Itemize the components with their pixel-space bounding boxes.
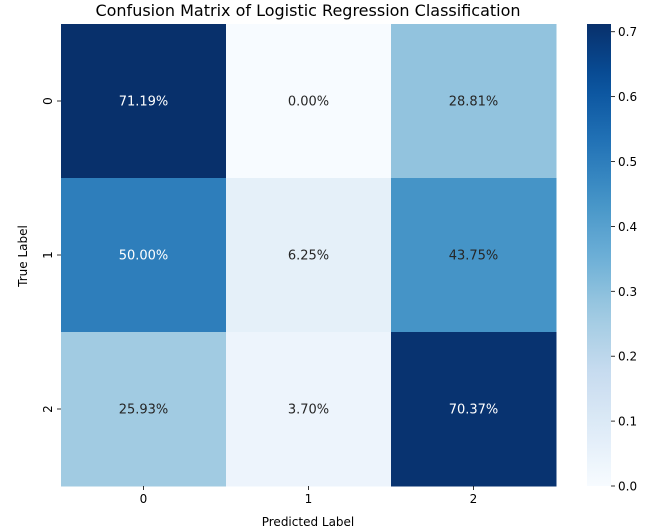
colorbar-tick-label: 0.5 (618, 155, 637, 169)
colorbar-tick-label: 0.6 (618, 90, 637, 104)
heatmap-cell (61, 332, 227, 487)
heatmap-cell (391, 24, 557, 179)
y-tick-label: 0 (41, 97, 55, 105)
y-tick-label: 2 (41, 405, 55, 413)
colorbar-tick-label: 0.1 (618, 415, 637, 429)
x-tick-label: 0 (140, 492, 148, 506)
x-tick-label: 2 (470, 492, 478, 506)
cell-annotation: 70.37% (449, 403, 499, 418)
cell-annotation: 25.93% (119, 403, 169, 418)
heatmap-cell (61, 24, 227, 179)
heatmap-cell (391, 332, 557, 487)
x-axis-ticks: 0 1 2 (140, 486, 478, 506)
x-axis-label: Predicted Label (262, 515, 355, 529)
heatmap-cell (226, 332, 392, 487)
y-axis-ticks: 0 1 2 (41, 97, 61, 413)
cell-annotation: 71.19% (119, 95, 169, 110)
heatmap-cell (226, 178, 392, 333)
colorbar-tick-label: 0.0 (618, 480, 637, 494)
y-axis-label: True Label (16, 225, 30, 288)
heatmap-cells: 71.19% 0.00% 28.81% 50.00% 6.25% 43.75% 25.93%… (61, 24, 557, 487)
x-tick-label: 1 (305, 492, 313, 506)
cell-annotation: 50.00% (119, 249, 169, 264)
colorbar-tick-label: 0.3 (618, 285, 637, 299)
heatmap-cell (391, 178, 557, 333)
colorbar-gradient (587, 24, 611, 486)
heatmap-cell (226, 24, 392, 179)
cell-annotation: 28.81% (449, 95, 499, 110)
cell-annotation: 0.00% (288, 95, 329, 110)
chart-title: Confusion Matrix of Logistic Regression … (95, 1, 520, 20)
cell-annotation: 3.70% (288, 403, 329, 418)
colorbar-tick-label: 0.4 (618, 220, 637, 234)
y-tick-label: 1 (41, 251, 55, 259)
colorbar-tick-label: 0.2 (618, 350, 637, 364)
cell-annotation: 43.75% (449, 249, 499, 264)
colorbar: 0.0 0.1 0.2 0.3 0.4 0.5 0.6 0.7 (587, 24, 637, 494)
heatmap-cell (61, 178, 227, 333)
colorbar-tick-label: 0.7 (618, 25, 637, 39)
cell-annotation: 6.25% (288, 249, 329, 264)
